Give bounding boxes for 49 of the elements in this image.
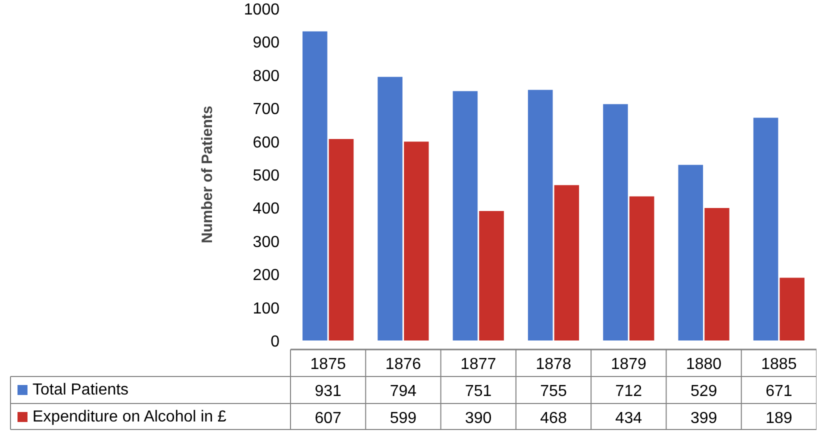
bar [753, 118, 778, 340]
y-tick-label: 300 [252, 234, 280, 251]
y-tick-label: 100 [252, 300, 280, 318]
x-tick-label: 1879 [610, 356, 647, 373]
x-tick-label: 1877 [460, 356, 496, 373]
data-label: 712 [615, 383, 642, 400]
y-tick-label: 700 [252, 101, 280, 118]
bar [603, 104, 628, 340]
bar [629, 196, 654, 340]
data-label: 751 [465, 383, 492, 400]
bar [302, 31, 328, 340]
bar [780, 278, 804, 340]
legend-label: Expenditure on Alcohol in £ [32, 408, 227, 426]
bar [328, 138, 354, 340]
legend-label: Total Patients [32, 382, 129, 398]
data-label: 599 [390, 410, 417, 427]
data-label: 390 [465, 410, 492, 427]
data-label: 468 [540, 410, 567, 427]
x-tick-label: 1876 [385, 356, 422, 373]
data-label: 755 [540, 383, 567, 400]
bar [678, 164, 704, 340]
bar [704, 208, 730, 340]
y-tick-label: 1000 [244, 2, 280, 18]
y-tick-label: 200 [252, 267, 280, 284]
bar [528, 90, 553, 340]
x-tick-label: 1878 [536, 356, 572, 373]
y-axis-title: Number of Patients [198, 106, 216, 244]
bar [452, 91, 478, 340]
data-label: 671 [766, 383, 792, 400]
bar [554, 185, 580, 340]
data-label: 399 [690, 410, 718, 427]
y-tick-label: 500 [252, 168, 280, 184]
data-label: 434 [615, 410, 642, 427]
y-tick-label: 400 [252, 200, 280, 218]
bar [479, 211, 504, 340]
x-tick-label: 1875 [310, 356, 346, 373]
x-tick-label: 1885 [761, 356, 797, 373]
y-tick-label: 600 [252, 134, 280, 152]
x-tick-label: 1880 [686, 356, 722, 373]
y-tick-label: 800 [252, 68, 280, 85]
y-tick-label: 900 [252, 34, 280, 52]
data-label: 189 [766, 410, 792, 427]
y-tick-label: 0 [270, 334, 280, 350]
bar [378, 76, 402, 340]
data-label: 607 [314, 410, 342, 427]
data-label: 529 [690, 383, 718, 400]
bar [404, 142, 429, 340]
data-label: 794 [390, 383, 417, 400]
data-label: 931 [314, 383, 342, 400]
